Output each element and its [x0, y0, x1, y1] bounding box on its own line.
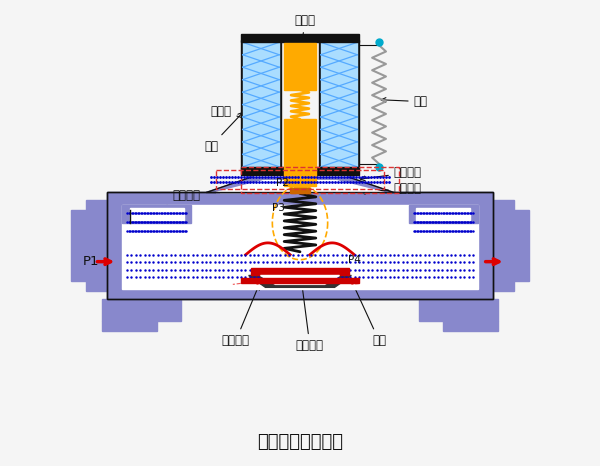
Text: P4: P4: [348, 255, 361, 265]
Bar: [284, 43, 316, 90]
Polygon shape: [216, 181, 384, 192]
Bar: [130, 208, 184, 220]
Bar: [254, 175, 346, 176]
Bar: [321, 42, 358, 167]
Text: 平衡孔道: 平衡孔道: [155, 189, 200, 212]
Text: 泄压孔道: 泄压孔道: [361, 182, 422, 195]
Bar: [409, 206, 478, 223]
Polygon shape: [220, 184, 380, 192]
Bar: [493, 200, 514, 291]
Bar: [103, 321, 157, 331]
Bar: [107, 192, 493, 299]
Text: P2: P2: [276, 178, 289, 188]
Text: 弹簧: 弹簧: [381, 95, 428, 108]
Bar: [103, 299, 181, 321]
Bar: [241, 167, 359, 175]
Text: 管道联系式电磁阀: 管道联系式电磁阀: [257, 433, 343, 452]
Text: P1: P1: [82, 255, 99, 268]
Bar: [514, 210, 529, 281]
Bar: [71, 210, 86, 281]
Bar: [242, 42, 279, 167]
Bar: [107, 192, 493, 299]
Bar: [294, 185, 306, 192]
Bar: [241, 167, 399, 193]
Bar: [122, 206, 191, 223]
Bar: [443, 321, 497, 331]
Text: 线圈: 线圈: [204, 112, 243, 152]
Text: 主阀阀芯: 主阀阀芯: [296, 274, 324, 352]
Bar: [241, 34, 359, 42]
Bar: [290, 187, 310, 193]
Text: 定铁心: 定铁心: [295, 14, 316, 54]
Bar: [241, 41, 281, 169]
Text: 膜片: 膜片: [353, 284, 386, 347]
Bar: [107, 192, 493, 299]
Bar: [216, 170, 384, 189]
Text: 动铁心: 动铁心: [211, 105, 278, 129]
Text: 主阀阀座: 主阀阀座: [222, 285, 259, 347]
Polygon shape: [248, 275, 352, 288]
Bar: [86, 200, 107, 291]
Bar: [245, 175, 355, 176]
Polygon shape: [206, 176, 394, 192]
Bar: [419, 299, 497, 321]
Bar: [319, 41, 359, 169]
Bar: [416, 208, 470, 220]
Bar: [241, 279, 359, 283]
Text: P3: P3: [272, 203, 284, 213]
Text: 导阀阀座: 导阀阀座: [361, 166, 422, 181]
Polygon shape: [260, 275, 340, 284]
Bar: [251, 267, 349, 275]
Bar: [122, 206, 478, 289]
Bar: [284, 119, 316, 185]
